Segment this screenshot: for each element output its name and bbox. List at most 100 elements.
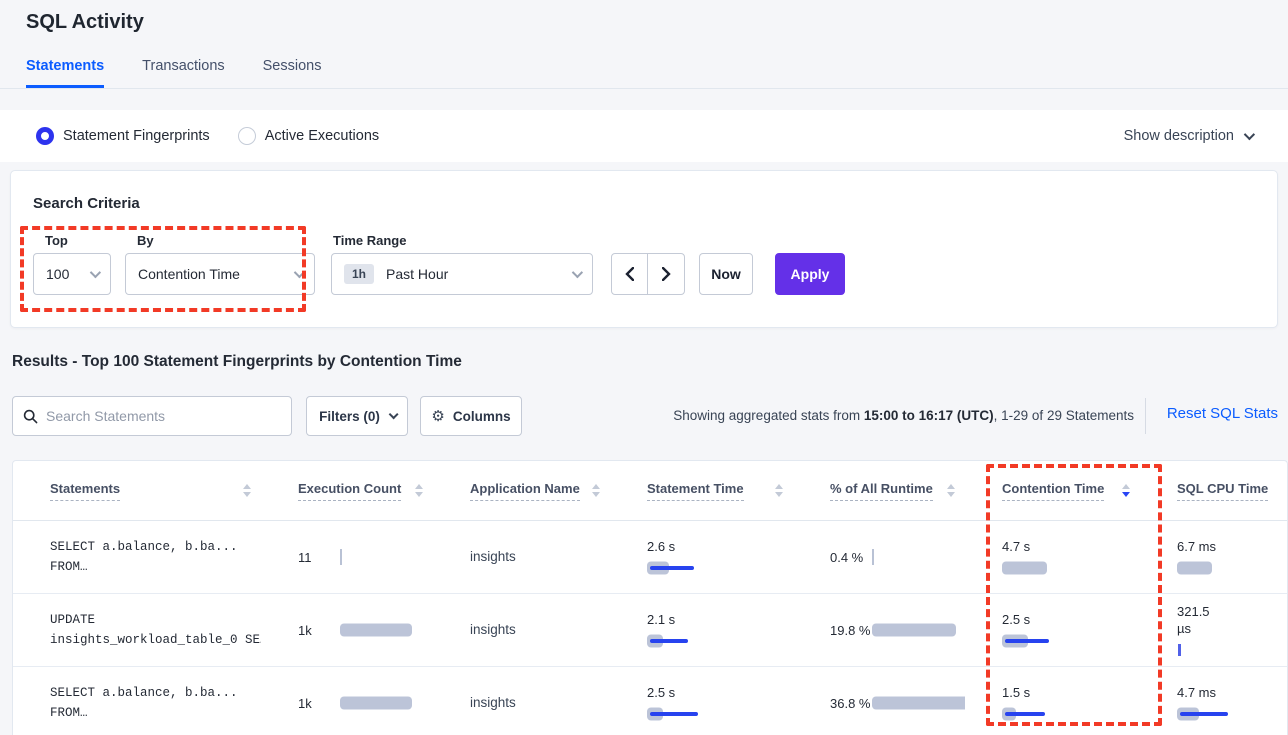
cell-statement[interactable]: UPDATE insights_workload_table_0 SE… (13, 610, 261, 650)
value-bar (340, 695, 421, 711)
statement-text-line1: UPDATE (50, 613, 96, 627)
statement-text-line2: FROM… (50, 560, 88, 574)
results-heading: Results - Top 100 Statement Fingerprints… (12, 353, 462, 370)
statement-time-value: 2.5 s (647, 685, 676, 700)
sort-asc-icon (415, 484, 423, 489)
sort-icon (947, 484, 955, 497)
sort-desc-icon (947, 492, 955, 497)
column-header-statement-time[interactable]: Statement Time (610, 461, 793, 520)
value-bar (1177, 642, 1287, 658)
cell-sql-cpu-time: 4.7 ms (1140, 684, 1287, 722)
cell-statement-time: 2.6 s (610, 538, 793, 576)
chevron-down-icon (388, 408, 399, 419)
value-bar (1177, 560, 1287, 576)
cell-statement[interactable]: SELECT a.balance, b.ba... FROM… (13, 683, 261, 723)
search-input[interactable] (46, 408, 281, 424)
reset-sql-stats-link[interactable]: Reset SQL Stats (1166, 405, 1278, 422)
sort-desc-icon (1122, 492, 1130, 497)
sort-asc-icon (947, 484, 955, 489)
top-select[interactable]: 100 (33, 253, 111, 295)
value-bar (1002, 560, 1132, 576)
sort-icon (775, 484, 783, 497)
stddev-bar (650, 712, 698, 716)
view-toggle-bar: Statement Fingerprints Active Executions… (0, 110, 1288, 162)
column-header-label: Contention Time (1002, 481, 1105, 501)
table-row: UPDATE insights_workload_table_0 SE… 1k ins… (13, 594, 1287, 667)
column-header-of-all-runtime[interactable]: % of All Runtime (793, 461, 965, 520)
tab-statements[interactable]: Statements (26, 58, 105, 88)
radio-statement-fingerprints[interactable]: Statement Fingerprints (36, 127, 210, 145)
top-label: Top (45, 233, 68, 248)
mean-bar (1177, 561, 1212, 575)
cell-statement[interactable]: SELECT a.balance, b.ba... FROM… (13, 537, 261, 577)
cell-percent-of-all-runtime: 36.8 % (793, 695, 965, 712)
table-row: SELECT a.balance, b.ba... FROM… 11 insights… (13, 521, 1287, 594)
columns-button[interactable]: ⚙ Columns (420, 396, 522, 436)
chevron-down-icon (571, 266, 584, 279)
radio-active-executions[interactable]: Active Executions (237, 127, 380, 145)
search-icon (23, 409, 38, 424)
cell-contention-time: 2.5 s (965, 611, 1140, 649)
time-range-badge: 1h (344, 264, 375, 284)
time-range-next-button[interactable] (648, 254, 684, 294)
cell-execution-count: 11 (261, 549, 433, 566)
search-statements-field (12, 396, 292, 436)
value-bar (340, 622, 421, 638)
statement-text-line1: SELECT a.balance, b.ba... (50, 540, 238, 554)
column-header-statements[interactable]: Statements (13, 461, 261, 520)
now-button[interactable]: Now (699, 253, 753, 295)
radio-label: Active Executions (264, 128, 380, 144)
time-range-value: Past Hour (386, 266, 449, 282)
column-header-contention-time[interactable]: Contention Time (965, 461, 1140, 520)
sort-icon (415, 484, 423, 497)
tab-transactions[interactable]: Transactions (142, 58, 225, 74)
by-label: By (137, 233, 154, 248)
stddev-bar (650, 566, 694, 570)
execution-count-value: 1k (298, 622, 312, 638)
mean-bar (1002, 561, 1047, 575)
column-header-sql-cpu-time[interactable]: SQL CPU Time (1140, 461, 1287, 520)
time-range-prev-button[interactable] (612, 254, 648, 294)
statement-text-line2: FROM… (50, 706, 88, 720)
cell-application-name: insights (433, 548, 610, 566)
contention-time-value: 4.7 s (1002, 539, 1031, 554)
sort-desc-icon (243, 492, 251, 497)
tab-bar: Statements Transactions Sessions (26, 58, 321, 88)
filters-button[interactable]: Filters (0) (306, 396, 408, 436)
runtime-percent-value: 36.8 % (830, 695, 871, 711)
time-range-select[interactable]: 1h Past Hour (331, 253, 593, 295)
column-header-application-name[interactable]: Application Name (433, 461, 610, 520)
column-header-label: Statement Time (647, 481, 744, 501)
cell-execution-count: 1k (261, 695, 433, 712)
bar-tick-icon (1178, 643, 1181, 656)
apply-button[interactable]: Apply (775, 253, 845, 295)
by-select[interactable]: Contention Time (125, 253, 315, 295)
radio-label: Statement Fingerprints (63, 128, 210, 144)
tab-sessions[interactable]: Sessions (262, 58, 322, 74)
cell-contention-time: 4.7 s (965, 538, 1140, 576)
value-bar (1002, 706, 1132, 722)
cell-contention-time: 1.5 s (965, 684, 1140, 722)
page-title: SQL Activity (26, 11, 144, 33)
cell-sql-cpu-time: 6.7 ms (1140, 538, 1287, 576)
runtime-percent-value: 0.4 % (830, 549, 864, 565)
time-range-label: Time Range (333, 233, 407, 248)
show-description-toggle[interactable]: Show description (1124, 128, 1256, 144)
aggregated-stats-text: Showing aggregated stats from 15:00 to 1… (673, 408, 1134, 423)
cell-percent-of-all-runtime: 0.4 % (793, 549, 965, 566)
chevron-right-icon (661, 267, 671, 281)
execution-count-value: 11 (298, 549, 312, 565)
top-select-value: 100 (46, 266, 70, 282)
sql-cpu-time-value: 321.5 µs (1177, 603, 1210, 636)
columns-button-label: Columns (452, 408, 511, 424)
mean-bar (340, 696, 412, 710)
stddev-bar (1005, 712, 1045, 716)
statement-time-value: 2.1 s (647, 612, 676, 627)
value-bar (647, 633, 777, 649)
sort-asc-icon (775, 484, 783, 489)
stddev-bar (1180, 712, 1228, 716)
column-header-execution-count[interactable]: Execution Count (261, 461, 433, 520)
statement-time-value: 2.6 s (647, 539, 676, 554)
radio-unselected-icon (237, 127, 256, 145)
mean-bar (340, 623, 412, 637)
